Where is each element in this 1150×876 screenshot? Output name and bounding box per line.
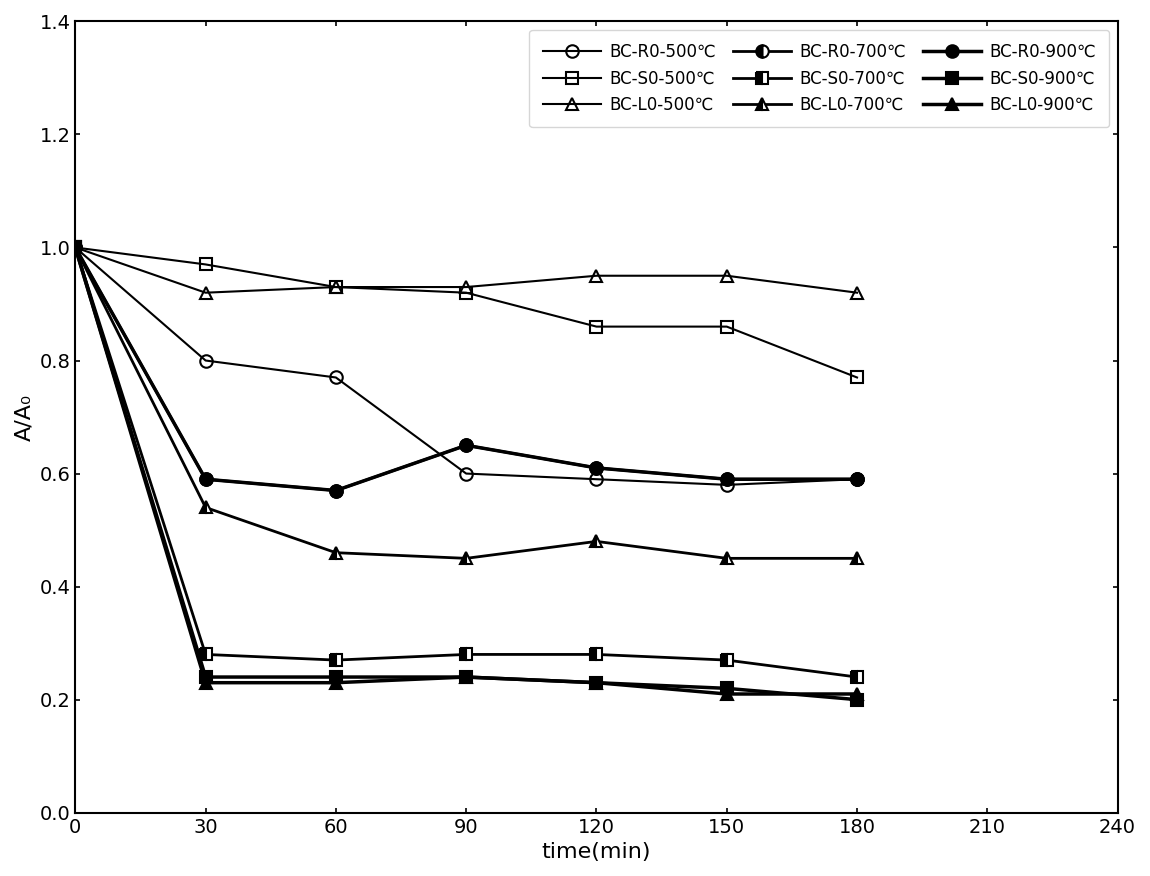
BC-L0-700℃ bbox=[199, 502, 213, 512]
BC-R0-900℃ bbox=[850, 474, 864, 484]
BC-L0-700℃ bbox=[720, 553, 734, 563]
BC-L0-500℃ bbox=[720, 271, 734, 281]
BC-R0-700℃ bbox=[720, 474, 734, 484]
BC-R0-500℃ bbox=[68, 243, 82, 253]
BC-L0-900℃ bbox=[68, 243, 82, 253]
BC-R0-500℃ bbox=[720, 480, 734, 491]
Legend: BC-R0-500℃, BC-S0-500℃, BC-L0-500℃, BC-R0-700℃, BC-S0-700℃, BC-L0-700℃, BC-R0-90: BC-R0-500℃, BC-S0-500℃, BC-L0-500℃, BC-R… bbox=[529, 30, 1110, 127]
BC-S0-700℃ bbox=[459, 649, 473, 660]
BC-R0-700℃ bbox=[459, 440, 473, 450]
BC-R0-500℃ bbox=[850, 474, 864, 484]
BC-L0-500℃ bbox=[459, 282, 473, 293]
BC-R0-700℃ bbox=[329, 485, 343, 496]
Line: BC-L0-500℃: BC-L0-500℃ bbox=[69, 241, 864, 299]
BC-S0-700℃ bbox=[720, 655, 734, 666]
BC-S0-700℃ bbox=[68, 243, 82, 253]
BC-S0-500℃ bbox=[68, 243, 82, 253]
BC-S0-500℃ bbox=[459, 287, 473, 298]
BC-S0-900℃ bbox=[68, 243, 82, 253]
BC-L0-700℃ bbox=[850, 553, 864, 563]
BC-R0-500℃ bbox=[199, 356, 213, 366]
Line: BC-L0-900℃: BC-L0-900℃ bbox=[69, 241, 864, 700]
BC-L0-500℃ bbox=[850, 287, 864, 298]
Line: BC-R0-900℃: BC-R0-900℃ bbox=[69, 241, 864, 497]
BC-S0-900℃ bbox=[850, 695, 864, 705]
BC-S0-900℃ bbox=[720, 683, 734, 694]
Line: BC-R0-700℃: BC-R0-700℃ bbox=[69, 241, 864, 497]
BC-S0-900℃ bbox=[329, 672, 343, 682]
BC-L0-500℃ bbox=[68, 243, 82, 253]
BC-L0-900℃ bbox=[850, 689, 864, 699]
BC-L0-700℃ bbox=[329, 548, 343, 558]
Y-axis label: A/A₀: A/A₀ bbox=[14, 393, 33, 441]
BC-S0-500℃ bbox=[720, 321, 734, 332]
BC-L0-500℃ bbox=[199, 287, 213, 298]
BC-L0-700℃ bbox=[590, 536, 604, 547]
Line: BC-R0-500℃: BC-R0-500℃ bbox=[69, 241, 864, 491]
BC-L0-900℃ bbox=[199, 677, 213, 688]
BC-L0-900℃ bbox=[459, 672, 473, 682]
BC-R0-900℃ bbox=[68, 243, 82, 253]
BC-S0-700℃ bbox=[590, 649, 604, 660]
BC-R0-700℃ bbox=[590, 463, 604, 473]
BC-S0-700℃ bbox=[329, 655, 343, 666]
BC-R0-900℃ bbox=[329, 485, 343, 496]
BC-R0-700℃ bbox=[850, 474, 864, 484]
BC-L0-500℃ bbox=[329, 282, 343, 293]
BC-L0-900℃ bbox=[590, 677, 604, 688]
BC-S0-500℃ bbox=[590, 321, 604, 332]
BC-R0-500℃ bbox=[590, 474, 604, 484]
BC-R0-500℃ bbox=[459, 469, 473, 479]
BC-R0-900℃ bbox=[590, 463, 604, 473]
BC-L0-900℃ bbox=[720, 689, 734, 699]
BC-S0-700℃ bbox=[850, 672, 864, 682]
BC-L0-900℃ bbox=[329, 677, 343, 688]
BC-L0-700℃ bbox=[459, 553, 473, 563]
BC-R0-900℃ bbox=[199, 474, 213, 484]
X-axis label: time(min): time(min) bbox=[542, 842, 651, 862]
BC-L0-700℃ bbox=[68, 243, 82, 253]
BC-S0-500℃ bbox=[850, 372, 864, 383]
BC-R0-700℃ bbox=[199, 474, 213, 484]
Line: BC-L0-700℃: BC-L0-700℃ bbox=[69, 241, 864, 565]
BC-S0-900℃ bbox=[590, 677, 604, 688]
Line: BC-S0-500℃: BC-S0-500℃ bbox=[69, 241, 864, 384]
Line: BC-S0-700℃: BC-S0-700℃ bbox=[69, 241, 864, 683]
BC-S0-500℃ bbox=[329, 282, 343, 293]
BC-R0-900℃ bbox=[720, 474, 734, 484]
BC-L0-500℃ bbox=[590, 271, 604, 281]
BC-S0-900℃ bbox=[459, 672, 473, 682]
Line: BC-S0-900℃: BC-S0-900℃ bbox=[69, 241, 864, 706]
BC-R0-900℃ bbox=[459, 440, 473, 450]
BC-S0-700℃ bbox=[199, 649, 213, 660]
BC-R0-700℃ bbox=[68, 243, 82, 253]
BC-R0-500℃ bbox=[329, 372, 343, 383]
BC-S0-500℃ bbox=[199, 259, 213, 270]
BC-S0-900℃ bbox=[199, 672, 213, 682]
